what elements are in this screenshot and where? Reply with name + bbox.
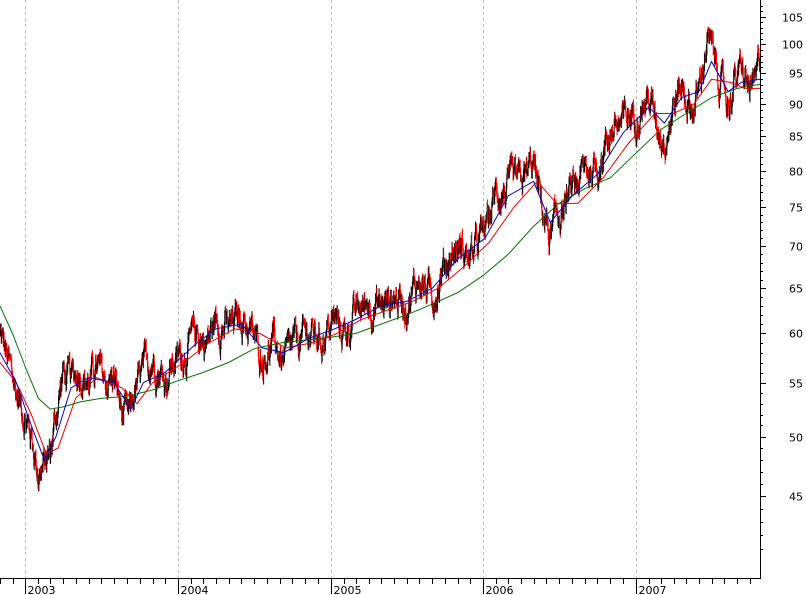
ma-long-line xyxy=(0,83,761,410)
x-tick-label-2007: 2007 xyxy=(639,584,667,595)
y-tick-label-100: 100 xyxy=(782,39,803,52)
y-tick-label-50: 50 xyxy=(789,432,803,445)
y-tick-label-45: 45 xyxy=(789,491,803,504)
x-tick-label-2003: 2003 xyxy=(28,584,56,595)
y-tick-label-60: 60 xyxy=(789,328,803,341)
x-tick-label-2006: 2006 xyxy=(486,584,514,595)
y-tick-label-95: 95 xyxy=(789,68,803,81)
x-tick-label-2005: 2005 xyxy=(334,584,362,595)
y-tick-label-90: 90 xyxy=(789,99,803,112)
year-gridlines xyxy=(25,0,637,578)
y-tick-label-75: 75 xyxy=(789,202,803,215)
x-tick-label-2004: 2004 xyxy=(181,584,209,595)
ma-short-line xyxy=(0,60,761,462)
y-tick-label-85: 85 xyxy=(789,131,803,144)
moving-average-series xyxy=(0,60,761,462)
y-tick-label-65: 65 xyxy=(789,283,803,296)
y-tick-label-105: 105 xyxy=(782,12,803,25)
y-tick-label-55: 55 xyxy=(789,378,803,391)
y-tick-label-70: 70 xyxy=(789,241,803,254)
y-tick-label-80: 80 xyxy=(789,166,803,179)
ma-medium-line xyxy=(0,78,760,455)
